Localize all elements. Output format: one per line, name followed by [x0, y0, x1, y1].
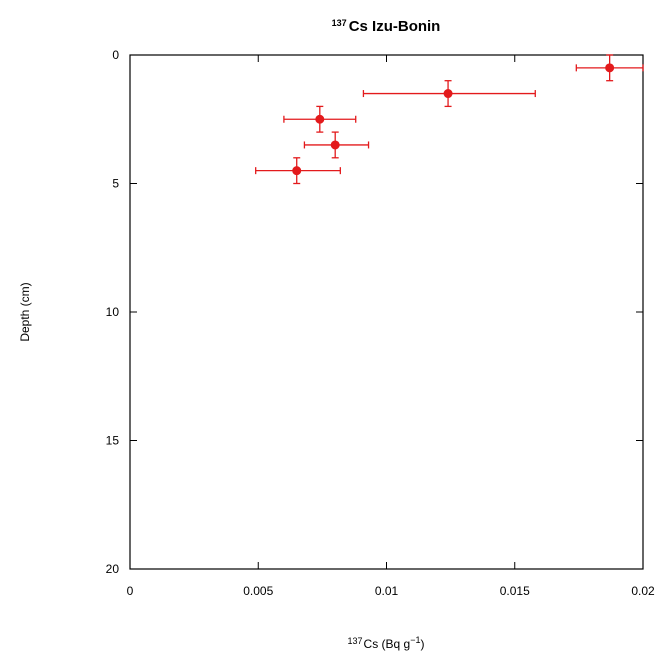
chart-title-superscript: 137: [332, 18, 347, 28]
axis-ticks: 0 0.005 0.01 0.015 0.02 0 5 10 15 20: [106, 48, 655, 598]
x-tick-label: 0: [127, 584, 134, 598]
x-axis-label-text: Cs (Bq g: [364, 637, 411, 651]
x-tick-label: 0.02: [631, 584, 655, 598]
y-tick-label: 5: [112, 177, 119, 191]
y-tick-label: 15: [106, 434, 120, 448]
x-axis-label-superscript: 137: [348, 636, 363, 646]
chart-title: 137 Cs Izu-Bonin: [332, 18, 441, 35]
plot-frame: [129, 54, 644, 570]
data-points: [292, 63, 615, 176]
error-bars: [255, 54, 644, 185]
data-point: [443, 89, 453, 99]
data-point: [605, 63, 615, 73]
data-point: [330, 140, 340, 150]
y-axis-label: Depth (cm): [18, 282, 32, 341]
y-tick-label: 10: [106, 305, 120, 319]
x-axis-label-end: ): [420, 637, 424, 651]
x-tick-label: 0.01: [375, 584, 399, 598]
chart-title-text: Cs Izu-Bonin: [349, 18, 441, 35]
y-tick-label: 20: [106, 562, 120, 576]
data-point: [292, 166, 302, 176]
y-tick-label: 0: [112, 48, 119, 62]
x-axis-label-exponent: −1: [410, 635, 420, 645]
x-axis-label: 137Cs (Bq g−1): [348, 635, 425, 651]
x-tick-label: 0.015: [500, 584, 530, 598]
x-tick-label: 0.005: [243, 584, 273, 598]
data-point: [315, 114, 325, 124]
